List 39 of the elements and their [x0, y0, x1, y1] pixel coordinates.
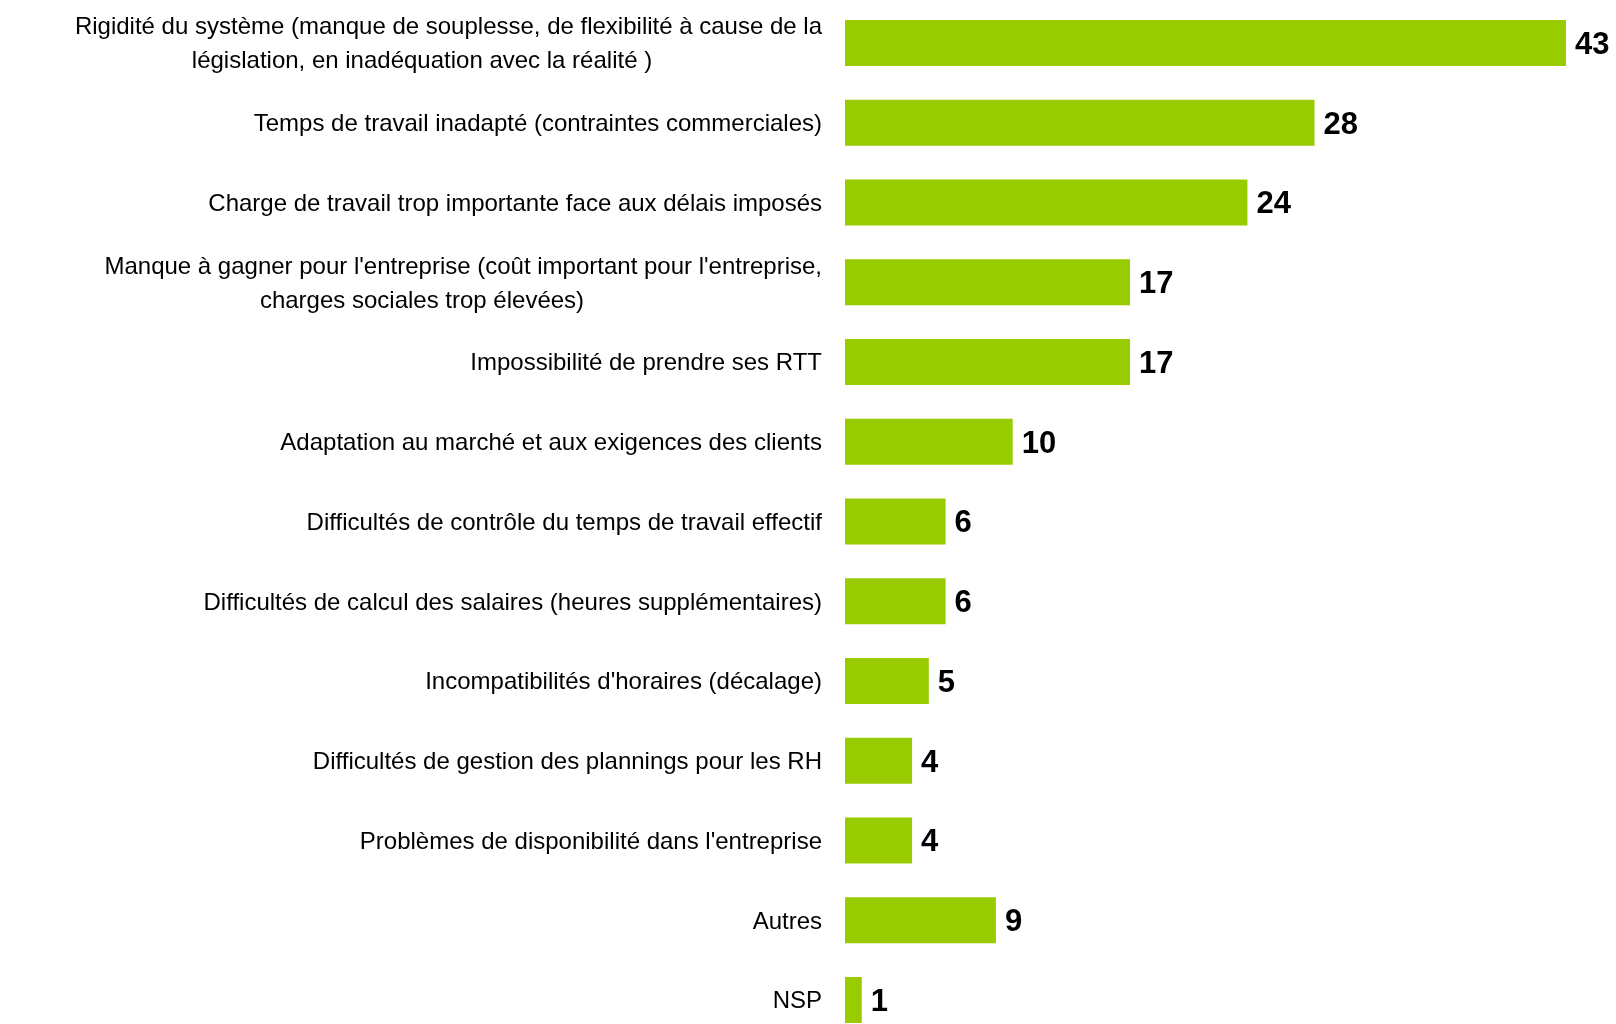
bar: [845, 977, 862, 1023]
bar: [845, 578, 946, 625]
y-tick-label: Temps de travail inadapté (contraintes commerciales): [253, 109, 822, 137]
y-tick-label: Autres: [752, 906, 822, 934]
bar: [845, 99, 1315, 146]
data-label: 6: [954, 584, 972, 620]
y-tick-label: NSP: [772, 986, 822, 1014]
y-tick-label: Impossibilité de prendre ses RTT: [470, 348, 823, 376]
bar: [845, 20, 1566, 66]
data-label: 28: [1323, 105, 1358, 141]
y-tick-label: Adaptation au marché et aux exigences des clients: [280, 428, 822, 456]
y-tick-label: Manque à gagner pour l'entreprise (coût important pour l'entreprise, charges sociales trop élevées): [104, 251, 822, 313]
y-tick-label: Difficultés de gestion des plannings pour les RH: [312, 747, 822, 775]
y-tick-label: Problèmes de disponibilité dans l'entreprise: [359, 826, 822, 854]
data-label: 6: [954, 504, 972, 540]
data-label: 24: [1256, 185, 1292, 221]
data-label: 10: [1021, 424, 1057, 460]
data-label: 1: [870, 982, 889, 1018]
data-label: 17: [1139, 344, 1174, 380]
bar: [845, 339, 1131, 385]
data-label: 17: [1139, 265, 1174, 301]
bar: [845, 418, 1013, 465]
y-tick-label: Rigidité du système (manque de souplesse, de flexibilité à cause de la législation, en inadéquation avec la réalité ): [74, 12, 823, 74]
bar: [845, 259, 1131, 306]
data-label: 4: [921, 823, 940, 859]
data-label: 43: [1575, 25, 1610, 61]
y-tick-label: Incompatibilités d'horaires (décalage): [425, 667, 822, 695]
data-label: 4: [921, 743, 940, 779]
bar: [845, 658, 929, 704]
data-label: 9: [1004, 903, 1023, 939]
bar: [845, 817, 913, 864]
bar: [845, 737, 913, 784]
data-label: 5: [937, 663, 956, 699]
y-tick-label: Difficultés de calcul des salaires (heures supplémentaires): [203, 587, 822, 615]
y-tick-label: Charge de travail trop importante face aux délais imposés: [208, 188, 822, 216]
bar: [845, 498, 946, 545]
bar: [845, 179, 1248, 226]
y-tick-label: Difficultés de contrôle du temps de travail effectif: [306, 507, 823, 535]
bar: [845, 897, 996, 944]
